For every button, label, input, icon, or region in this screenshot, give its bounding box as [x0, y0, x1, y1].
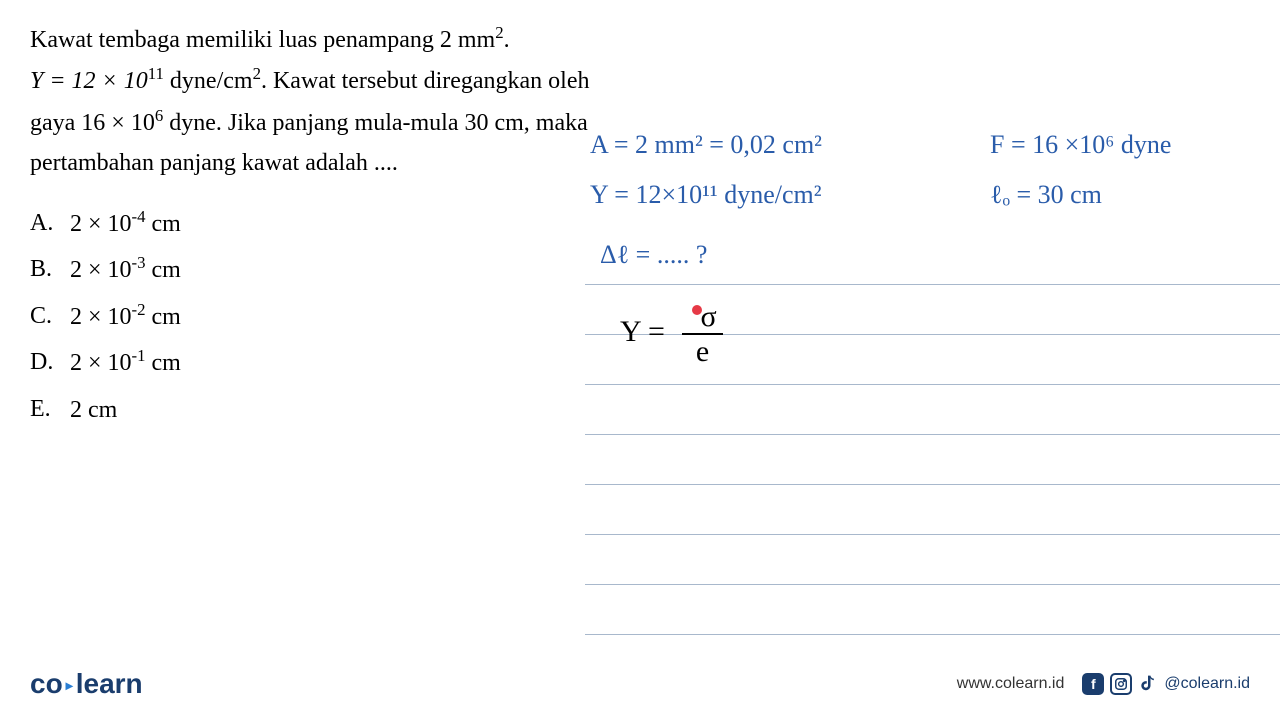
- given-area: A = 2 mm² = 0,02 cm²: [590, 130, 822, 160]
- logo-part-a: co: [30, 668, 63, 699]
- fraction: σ e: [682, 300, 722, 368]
- option-value: 2 × 10-1 cm: [70, 340, 181, 387]
- ruled-line: [585, 485, 1280, 535]
- option-value: 2 cm: [70, 387, 117, 434]
- superscript: 2: [495, 23, 503, 42]
- social-handle: @colearn.id: [1164, 675, 1250, 693]
- logo-part-b: learn: [76, 668, 143, 699]
- social-icons: f @colearn.id: [1082, 673, 1250, 695]
- logo-separator-icon: ▸: [66, 677, 73, 693]
- option-label: D.: [30, 340, 62, 387]
- superscript: 6: [155, 106, 163, 125]
- text: dyne/cm: [164, 68, 253, 94]
- superscript: 11: [148, 64, 164, 83]
- given-modulus: Y = 12×10¹¹ dyne/cm²: [590, 180, 822, 210]
- footer-right: www.colearn.id f @colearn.id: [957, 673, 1250, 695]
- problem-line-2: Y = 12 × 1011 dyne/cm2. Kawat tersebut d…: [30, 61, 1250, 100]
- superscript: 2: [253, 64, 261, 83]
- ruled-line: [585, 435, 1280, 485]
- text: dyne. Jika panjang mula-mula 30 cm, maka: [163, 110, 588, 136]
- given-length: ℓₒ = 30 cm: [990, 180, 1102, 210]
- numerator: σ: [682, 300, 722, 335]
- notebook-lines: [585, 235, 1280, 635]
- option-label: B.: [30, 247, 62, 294]
- option-value: 2 × 10-4 cm: [70, 201, 181, 248]
- option-value: 2 × 10-3 cm: [70, 247, 181, 294]
- ruled-line: [585, 385, 1280, 435]
- text: gaya 16 × 10: [30, 110, 155, 136]
- formula-lhs: Y =: [620, 315, 665, 348]
- website-url: www.colearn.id: [957, 675, 1065, 693]
- unknown-delta-l: Δℓ = ..... ?: [600, 240, 707, 270]
- problem-line-1: Kawat tembaga memiliki luas penampang 2 …: [30, 20, 1250, 59]
- given-force: F = 16 ×10⁶ dyne: [990, 130, 1171, 160]
- option-label: A.: [30, 201, 62, 248]
- instagram-icon: [1110, 673, 1132, 695]
- option-label: C.: [30, 294, 62, 341]
- facebook-icon: f: [1082, 673, 1104, 695]
- footer: co▸learn www.colearn.id f @colearn.id: [0, 668, 1280, 700]
- colearn-logo: co▸learn: [30, 668, 143, 700]
- option-value: 2 × 10-2 cm: [70, 294, 181, 341]
- text: Y = 12 × 10: [30, 68, 148, 94]
- text: . Kawat tersebut diregangkan oleh: [261, 68, 590, 94]
- option-label: E.: [30, 387, 62, 434]
- ruled-line: [585, 585, 1280, 635]
- text: Kawat tembaga memiliki luas penampang 2 …: [30, 27, 495, 53]
- youngs-modulus-formula: Y = σ e: [620, 300, 723, 368]
- text: .: [504, 27, 510, 53]
- ruled-line: [585, 535, 1280, 585]
- tiktok-icon: [1138, 673, 1158, 695]
- denominator: e: [682, 335, 722, 368]
